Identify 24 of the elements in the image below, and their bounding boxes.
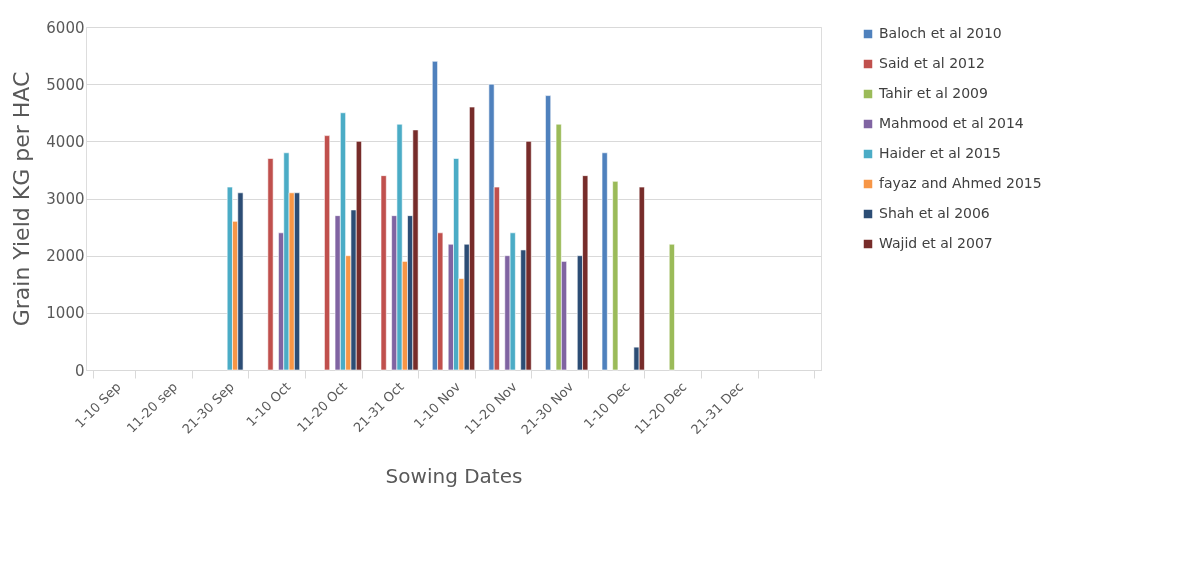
bar <box>380 175 387 371</box>
y-axis-title: Grain Yield KG per HAC <box>9 71 35 327</box>
legend-label: Tahir et al 2009 <box>878 85 988 101</box>
legend-label: fayaz and Ahmed 2015 <box>879 175 1042 191</box>
bar <box>612 181 619 371</box>
x-axis-title: Sowing Dates <box>385 464 523 489</box>
y-tick-label: 1000 <box>46 304 85 323</box>
y-tick-label: 6000 <box>46 18 85 37</box>
legend-label: Wajid et al 2007 <box>879 235 993 251</box>
legend-label: Mahmood et al 2014 <box>879 115 1024 131</box>
y-tick-label: 4000 <box>46 132 85 151</box>
y-tick-label: 3000 <box>46 190 85 208</box>
legend-label: Said et al 2012 <box>879 55 985 71</box>
y-tick-label: 5000 <box>46 75 85 94</box>
bar <box>324 135 331 371</box>
legend-label: Haider et al 2015 <box>879 145 1001 161</box>
legend-label: Baloch et al 2010 <box>879 25 1002 41</box>
bar <box>545 95 552 371</box>
bar <box>267 158 274 371</box>
bar <box>601 152 608 371</box>
legend-label: Shah et al 2006 <box>879 205 990 221</box>
y-tick-label: 0 <box>74 361 85 380</box>
y-tick-label: 2000 <box>46 247 85 266</box>
bar <box>668 243 675 371</box>
